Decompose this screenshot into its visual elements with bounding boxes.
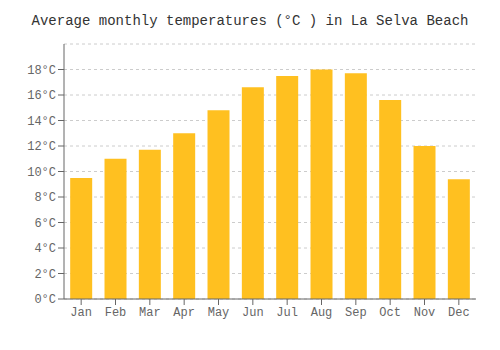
svg-text:2°C: 2°C xyxy=(34,268,56,282)
svg-text:Mar: Mar xyxy=(139,306,161,320)
svg-text:4°C: 4°C xyxy=(34,242,56,256)
svg-text:16°C: 16°C xyxy=(27,89,56,103)
svg-text:Feb: Feb xyxy=(105,306,127,320)
svg-text:Dec: Dec xyxy=(448,306,470,320)
svg-text:Jan: Jan xyxy=(70,306,92,320)
svg-text:Jun: Jun xyxy=(242,306,264,320)
svg-text:12°C: 12°C xyxy=(27,140,56,154)
svg-text:6°C: 6°C xyxy=(34,217,56,231)
svg-text:Apr: Apr xyxy=(173,306,195,320)
svg-text:Jul: Jul xyxy=(276,306,298,320)
svg-text:8°C: 8°C xyxy=(34,191,56,205)
svg-text:14°C: 14°C xyxy=(27,115,56,129)
svg-text:10°C: 10°C xyxy=(27,166,56,180)
svg-text:18°C: 18°C xyxy=(27,64,56,78)
svg-text:0°C: 0°C xyxy=(34,293,56,307)
svg-text:Sep: Sep xyxy=(345,306,367,320)
html-text:Average monthly temperatures (: Average monthly temperatures (°C ) in La… xyxy=(31,13,469,29)
svg-text:Oct: Oct xyxy=(379,306,401,320)
svg-text:May: May xyxy=(208,306,230,320)
svg-text:Aug: Aug xyxy=(311,306,333,320)
svg-text:Nov: Nov xyxy=(414,306,436,320)
